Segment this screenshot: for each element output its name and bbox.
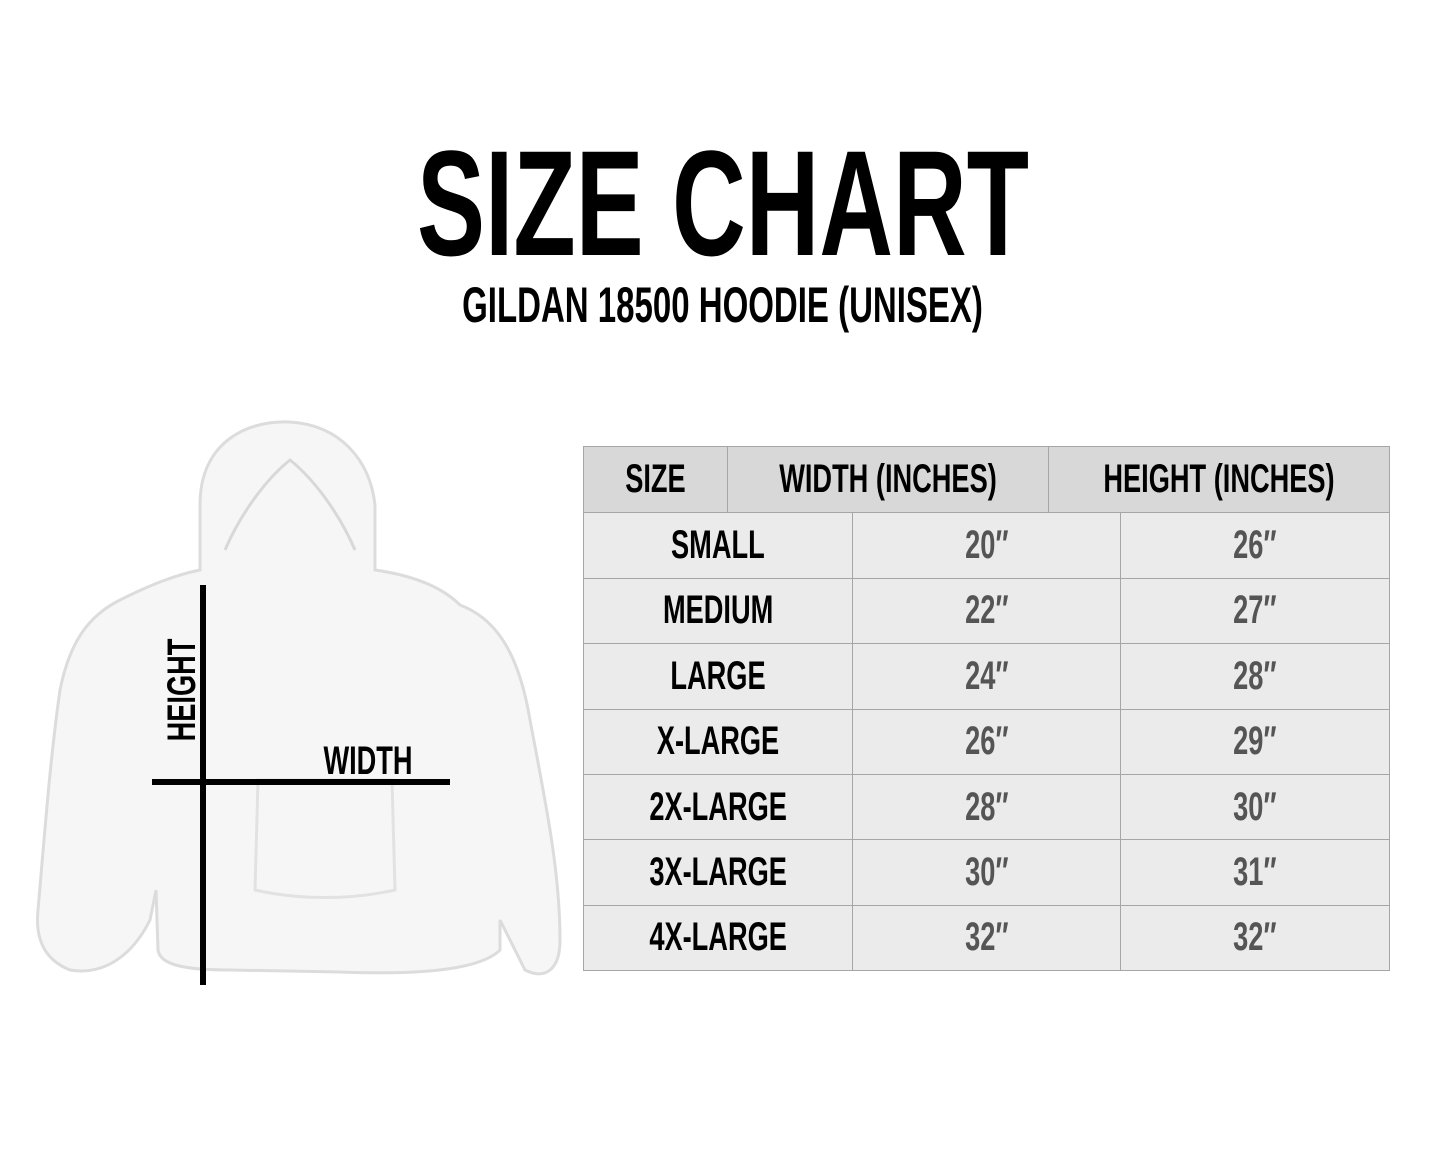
cell-text: 4X-LARGE <box>649 915 787 960</box>
table-cell: 4X-LARGE <box>584 906 852 970</box>
cell-text: 26″ <box>1233 523 1277 568</box>
table-cell: 32″ <box>1120 905 1389 971</box>
cell-text: 27″ <box>1233 588 1277 633</box>
header-text: HEIGHT (INCHES) <box>1103 457 1335 502</box>
cell-text: LARGE <box>670 653 766 698</box>
cell-text: 22″ <box>964 588 1009 633</box>
header-row: SIZE WIDTH (INCHES) HEIGHT (INCHES) <box>584 447 1389 513</box>
width-label: WIDTH <box>323 739 412 783</box>
table-cell: X-LARGE <box>584 710 852 774</box>
cell-text: 3X-LARGE <box>649 850 787 895</box>
pocket <box>253 778 397 899</box>
table-row: LARGE 24″ 28″ <box>584 643 1389 709</box>
width-line <box>152 779 450 785</box>
table-cell: 30″ <box>1120 774 1389 840</box>
cell-text: 24″ <box>964 653 1009 698</box>
cell-text: 20″ <box>964 523 1009 568</box>
table-cell: 30″ <box>851 840 1121 905</box>
table-row: 4X-LARGE 32″ 32″ <box>584 904 1389 971</box>
table-cell: SMALL <box>584 513 852 577</box>
cell-text: 30″ <box>964 850 1009 895</box>
cell-text: 31″ <box>1233 850 1277 895</box>
cell-text: 30″ <box>1233 784 1277 829</box>
subtitle: GILDAN 18500 HOODIE (UNISEX) <box>0 280 1445 330</box>
cell-text: 26″ <box>964 719 1009 764</box>
table-cell: MEDIUM <box>584 579 852 643</box>
cell-text: 32″ <box>964 915 1009 960</box>
cell-text: SMALL <box>670 523 765 568</box>
table-cell: 28″ <box>851 774 1121 840</box>
table-cell: 26″ <box>1120 513 1389 578</box>
cell-text: 29″ <box>1233 719 1277 764</box>
header-cell: WIDTH (INCHES) <box>727 447 1048 513</box>
table-row: X-LARGE 26″ 29″ <box>584 708 1389 774</box>
title: SIZE CHART <box>0 128 1445 278</box>
height-label: HEIGHT <box>160 639 204 742</box>
table-row: SMALL 20″ 26″ <box>584 512 1389 578</box>
table-cell: 28″ <box>1120 644 1389 709</box>
table-cell: 22″ <box>851 578 1121 644</box>
cell-text: 32″ <box>1233 915 1277 960</box>
table-row: 3X-LARGE 30″ 31″ <box>584 839 1389 905</box>
table-cell: 32″ <box>851 905 1121 971</box>
table-row: MEDIUM 22″ 27″ <box>584 577 1389 644</box>
table-cell: 26″ <box>851 709 1121 774</box>
cell-text: 28″ <box>964 784 1009 829</box>
table-cell: LARGE <box>584 644 852 708</box>
cell-text: 28″ <box>1233 653 1277 698</box>
table-row: 2X-LARGE 28″ 30″ <box>584 773 1389 840</box>
header-cell: SIZE <box>584 447 727 512</box>
cell-text: 2X-LARGE <box>649 784 787 829</box>
cell-text: X-LARGE <box>656 719 780 764</box>
size-table: SIZE WIDTH (INCHES) HEIGHT (INCHES) SMALL 20… <box>583 446 1390 972</box>
hood-opening <box>223 458 357 551</box>
header-text: WIDTH (INCHES) <box>779 457 997 502</box>
table-cell: 29″ <box>1120 709 1389 774</box>
table-cell: 27″ <box>1120 578 1389 644</box>
header-cell: HEIGHT (INCHES) <box>1048 447 1389 513</box>
table-cell: 3X-LARGE <box>584 840 852 904</box>
subtitle-text: GILDAN 18500 HOODIE (UNISEX) <box>462 277 983 333</box>
table-cell: 24″ <box>851 644 1121 709</box>
hoodie-illustration: HEIGHT WIDTH <box>35 420 562 985</box>
table-cell: 20″ <box>851 513 1121 578</box>
table-cell: 2X-LARGE <box>584 775 852 839</box>
hoodie-body <box>35 420 562 976</box>
title-text: SIZE CHART <box>416 119 1029 287</box>
table-cell: 31″ <box>1120 840 1389 905</box>
cell-text: MEDIUM <box>662 588 773 633</box>
header-text: SIZE <box>625 457 686 502</box>
